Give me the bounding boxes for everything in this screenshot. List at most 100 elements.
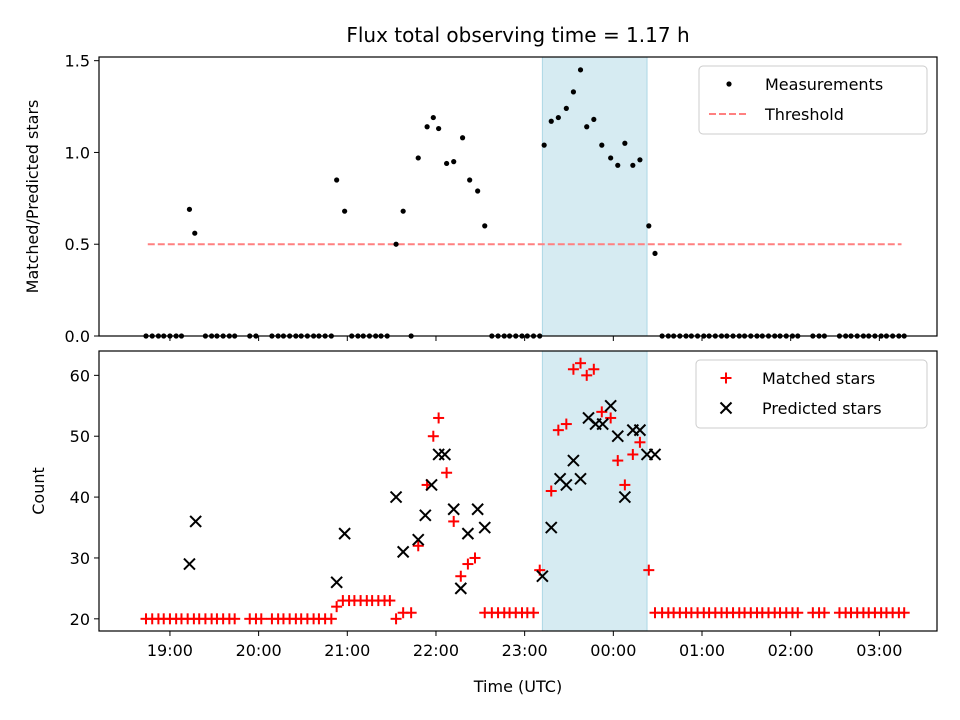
legend-label: Predicted stars	[762, 399, 882, 418]
data-point	[430, 114, 436, 121]
x-tick-label: 23:00	[502, 641, 548, 660]
data-point	[461, 527, 475, 540]
data-point	[646, 223, 652, 229]
data-point	[384, 595, 396, 607]
legend: Matched stars Predicted stars	[695, 359, 928, 429]
y-tick-label: 0.0	[65, 327, 90, 346]
data-point	[338, 527, 351, 540]
data-point	[330, 576, 343, 589]
data-point	[400, 208, 406, 214]
data-point	[599, 142, 605, 148]
data-point	[419, 509, 432, 522]
data-point	[570, 89, 577, 95]
data-point	[563, 105, 569, 111]
data-point	[584, 124, 590, 130]
data-point	[448, 515, 460, 527]
data-point	[605, 412, 617, 424]
legend-marker	[720, 372, 732, 384]
y-axis-label: Count	[29, 467, 48, 515]
data-point	[451, 159, 457, 165]
data-point	[611, 430, 624, 443]
data-point	[334, 177, 340, 183]
data-point	[438, 448, 452, 461]
data-point	[619, 479, 631, 491]
data-point	[615, 162, 621, 168]
data-point	[567, 454, 580, 467]
data-point	[471, 503, 484, 516]
data-point	[818, 607, 830, 619]
data-point	[424, 124, 430, 130]
highlight-span	[541, 56, 648, 337]
data-point	[459, 135, 466, 141]
data-point	[189, 515, 202, 528]
data-point	[412, 540, 424, 552]
data-point	[633, 423, 647, 437]
data-point	[596, 417, 609, 431]
data-point	[574, 472, 587, 486]
data-point	[432, 448, 445, 461]
x-tick-label: 20:00	[236, 641, 282, 660]
legend-label: Matched stars	[762, 369, 875, 388]
data-point	[630, 162, 636, 168]
data-point	[588, 363, 600, 375]
data-point	[427, 430, 439, 442]
data-point	[405, 607, 417, 619]
data-point	[643, 564, 655, 576]
data-point	[555, 114, 561, 121]
series-matched-stars	[140, 357, 910, 625]
y-tick-label: 50	[70, 427, 90, 446]
y-tick-label: 20	[70, 610, 90, 629]
y-tick-label: 60	[70, 366, 90, 385]
data-point	[342, 208, 348, 214]
x-tick-label: 22:00	[413, 641, 459, 660]
y-tick-label: 30	[70, 549, 90, 568]
legend: Measurements Threshold	[698, 65, 928, 135]
data-point	[792, 607, 804, 619]
data-point	[462, 558, 474, 570]
data-point	[433, 412, 445, 424]
data-point	[545, 485, 557, 497]
data-point	[255, 613, 267, 625]
x-tick-label: 02:00	[768, 641, 814, 660]
data-point	[482, 223, 488, 229]
data-point	[415, 155, 421, 161]
data-point	[604, 399, 617, 412]
data-point	[552, 424, 564, 436]
legend-marker	[726, 81, 732, 87]
data-point	[390, 613, 402, 625]
data-point	[541, 142, 547, 148]
data-point	[393, 241, 399, 247]
y-tick-label: 1.5	[65, 52, 90, 71]
x-tick-label: 01:00	[679, 641, 725, 660]
plot-panels: 0.0 0.5 1.0 1.5 Matched/Predicted stars Measu…	[23, 52, 938, 660]
data-point	[545, 521, 558, 534]
series-predicted-stars	[183, 399, 662, 595]
x-axis-label: Time (UTC)	[473, 677, 562, 696]
x-tick-label: 03:00	[856, 641, 902, 660]
y-tick-label: 0.5	[65, 235, 90, 254]
data-point	[455, 570, 467, 582]
data-point	[618, 490, 632, 504]
data-point	[560, 418, 572, 430]
data-point	[577, 67, 584, 73]
data-point	[467, 177, 473, 183]
legend-label: Threshold	[764, 105, 844, 124]
y-tick-label: 40	[70, 488, 90, 507]
data-point	[325, 613, 337, 625]
data-point	[331, 601, 343, 613]
data-point	[652, 250, 658, 257]
data-point	[447, 503, 460, 516]
data-point	[898, 607, 910, 619]
legend-marker	[719, 401, 733, 415]
legend-label: Measurements	[765, 75, 883, 94]
data-point	[637, 157, 643, 163]
data-point	[389, 490, 403, 504]
y-axis-label: Matched/Predicted stars	[23, 100, 42, 294]
data-point	[425, 478, 438, 492]
x-tick-label: 21:00	[324, 641, 370, 660]
plot-frame	[98, 56, 938, 337]
data-point	[567, 363, 579, 375]
data-point	[622, 140, 628, 146]
data-point	[575, 357, 587, 369]
data-point	[627, 448, 639, 460]
